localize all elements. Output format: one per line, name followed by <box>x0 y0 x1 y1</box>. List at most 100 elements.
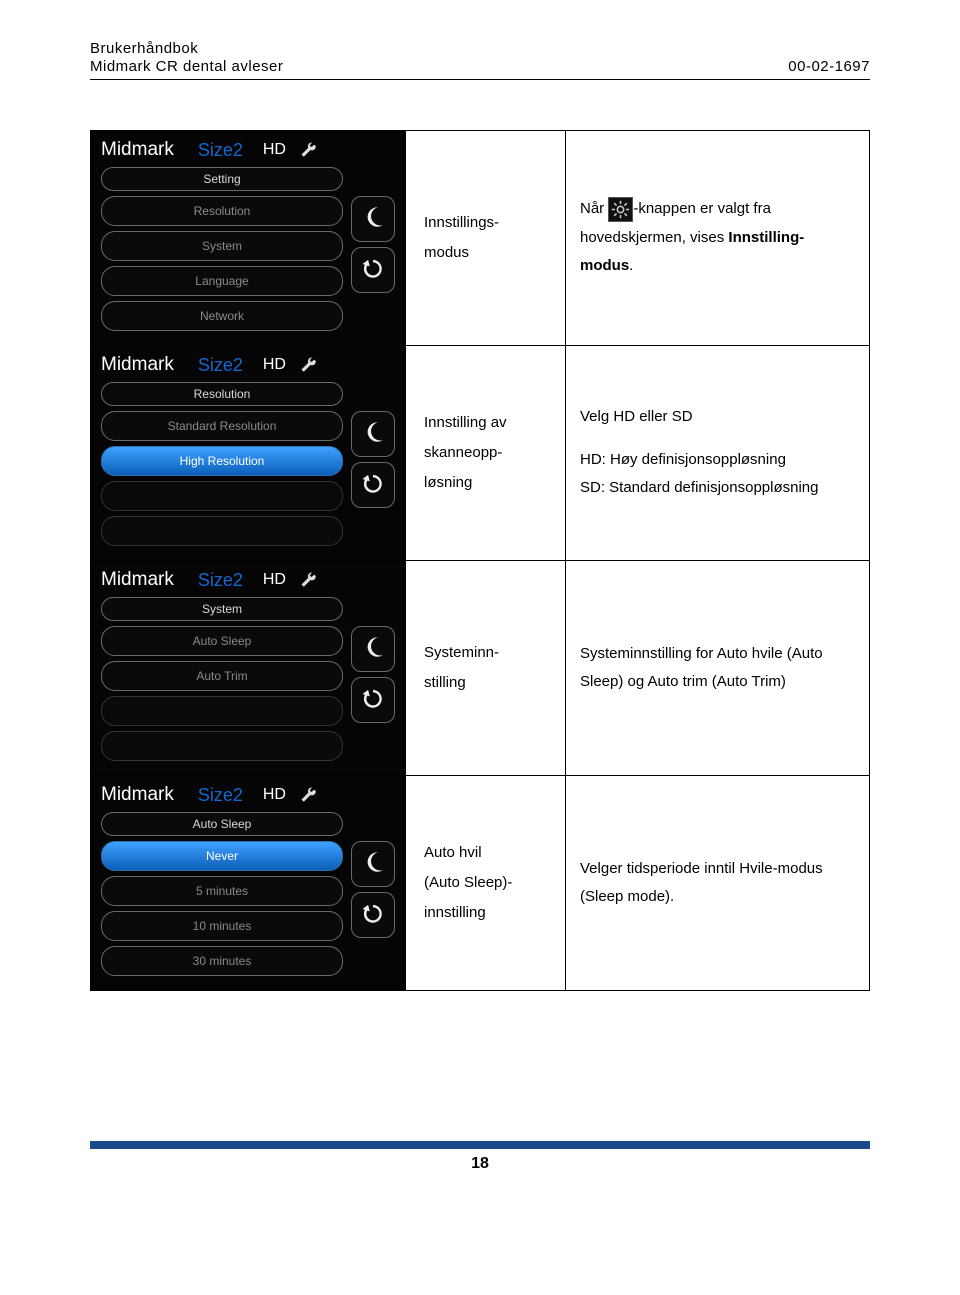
mid-line: stilling <box>424 668 555 698</box>
menu-item[interactable]: Language <box>101 266 343 296</box>
tool-icon <box>300 141 318 159</box>
cell-label: Systeminn-stilling <box>406 561 566 776</box>
header-subtitle: Midmark CR dental avleser <box>90 58 283 75</box>
device-size: Size2 <box>198 355 243 376</box>
crescent-icon <box>360 204 386 235</box>
cell-screenshot: MidmarkSize2HDSystemAuto SleepAuto Trim <box>91 561 406 776</box>
menu-item[interactable]: Standard Resolution <box>101 411 343 441</box>
crescent-icon <box>360 849 386 880</box>
device-menu: Auto SleepNever5 minutes10 minutes30 min… <box>101 812 343 976</box>
desc-line: Velger tidsperiode inntil Hvile-modus (S… <box>580 855 855 912</box>
cell-description: Når -knappen er valgt fra hovedskjermen,… <box>566 131 870 346</box>
device-header: Midmark Size2 HD <box>101 139 395 161</box>
cell-label: Innstilling avskanneopp-løsning <box>406 346 566 561</box>
menu-item-empty <box>101 481 343 511</box>
back-button[interactable] <box>351 247 395 293</box>
cell-description: Systeminnstilling for Auto hvile (Auto S… <box>566 561 870 776</box>
menu-title: System <box>101 597 343 621</box>
mid-line: Innstilling av <box>424 408 555 438</box>
menu-item[interactable]: Never <box>101 841 343 871</box>
device-brand: Midmark <box>101 354 174 376</box>
content-table: Midmark Size2 HD Setting Resolution System Lan… <box>90 130 870 991</box>
menu-item[interactable]: 30 minutes <box>101 946 343 976</box>
cell-screenshot: MidmarkSize2HDAuto SleepNever5 minutes10… <box>91 776 406 991</box>
desc-line: HD: Høy definisjonsoppløsning <box>580 446 855 475</box>
mid-line: modus <box>424 238 555 268</box>
table-row: Midmark Size2 HD Resolution Standard Resolut… <box>91 346 870 561</box>
menu-title: Resolution <box>101 382 343 406</box>
device-side-buttons <box>351 382 395 546</box>
device-menu: Resolution Standard Resolution High Resolu… <box>101 382 343 546</box>
device-header: MidmarkSize2HD <box>101 569 395 591</box>
mid-line: Systeminn- <box>424 638 555 668</box>
gear-icon <box>608 197 633 222</box>
undo-icon <box>360 255 386 286</box>
menu-title: Setting <box>101 167 343 191</box>
desc-spacer <box>580 432 855 446</box>
menu-item[interactable]: Auto Trim <box>101 661 343 691</box>
menu-item[interactable]: 10 minutes <box>101 911 343 941</box>
menu-item[interactable]: Resolution <box>101 196 343 226</box>
device-side-buttons <box>351 167 395 331</box>
device-header: MidmarkSize2HD <box>101 784 395 806</box>
tool-icon <box>300 786 318 804</box>
menu-item[interactable]: Auto Sleep <box>101 626 343 656</box>
device-brand: Midmark <box>101 784 174 806</box>
header-title: Brukerhåndbok <box>90 40 870 57</box>
device-hd: HD <box>263 356 286 374</box>
mid-line: (Auto Sleep)- <box>424 868 555 898</box>
menu-item[interactable]: High Resolution <box>101 446 343 476</box>
header-rule <box>90 79 870 80</box>
device-screenshot: MidmarkSize2HDSystemAuto SleepAuto Trim <box>91 561 405 775</box>
menu-item[interactable]: System <box>101 231 343 261</box>
menu-item-empty <box>101 516 343 546</box>
crescent-icon <box>360 634 386 665</box>
table-row: MidmarkSize2HDSystemAuto SleepAuto TrimS… <box>91 561 870 776</box>
mid-line: innstilling <box>424 898 555 928</box>
confirm-button[interactable] <box>351 841 395 887</box>
device-screenshot: Midmark Size2 HD Resolution Standard Resolut… <box>91 346 405 560</box>
device-hd: HD <box>263 141 286 159</box>
menu-item-empty <box>101 731 343 761</box>
cell-description: Velger tidsperiode inntil Hvile-modus (S… <box>566 776 870 991</box>
device-menu: Setting Resolution System Language Network <box>101 167 343 331</box>
confirm-button[interactable] <box>351 196 395 242</box>
desc-line: Systeminnstilling for Auto hvile (Auto S… <box>580 640 855 697</box>
back-button[interactable] <box>351 892 395 938</box>
mid-line: løsning <box>424 468 555 498</box>
confirm-button[interactable] <box>351 626 395 672</box>
device-size: Size2 <box>198 570 243 591</box>
cell-description: Velg HD eller SD HD: Høy definisjonsopplø… <box>566 346 870 561</box>
tool-icon <box>300 356 318 374</box>
crescent-icon <box>360 419 386 450</box>
desc-text: Når <box>580 200 608 217</box>
back-button[interactable] <box>351 462 395 508</box>
page-number: 18 <box>90 1155 870 1173</box>
footer-bar <box>90 1141 870 1149</box>
desc-line: SD: Standard definisjonsoppløsning <box>580 474 855 503</box>
menu-item[interactable]: 5 minutes <box>101 876 343 906</box>
table-row: Midmark Size2 HD Setting Resolution System Lan… <box>91 131 870 346</box>
tool-icon <box>300 571 318 589</box>
device-size: Size2 <box>198 785 243 806</box>
confirm-button[interactable] <box>351 411 395 457</box>
desc-line: Velg HD eller SD <box>580 403 855 432</box>
header-docnum: 00-02-1697 <box>788 58 870 75</box>
device-size: Size2 <box>198 140 243 161</box>
mid-line: skanneopp- <box>424 438 555 468</box>
device-side-buttons <box>351 812 395 976</box>
menu-item[interactable]: Network <box>101 301 343 331</box>
device-header: Midmark Size2 HD <box>101 354 395 376</box>
device-brand: Midmark <box>101 569 174 591</box>
page-footer: 18 <box>90 1141 870 1173</box>
undo-icon <box>360 900 386 931</box>
cell-screenshot: Midmark Size2 HD Setting Resolution System Lan… <box>91 131 406 346</box>
device-brand: Midmark <box>101 139 174 161</box>
undo-icon <box>360 685 386 716</box>
device-menu: System Auto Sleep Auto Trim <box>101 597 343 761</box>
back-button[interactable] <box>351 677 395 723</box>
cell-screenshot: Midmark Size2 HD Resolution Standard Resolut… <box>91 346 406 561</box>
cell-label: Auto hvil(Auto Sleep)-innstilling <box>406 776 566 991</box>
cell-label: Innstillings-modus <box>406 131 566 346</box>
device-side-buttons <box>351 597 395 761</box>
